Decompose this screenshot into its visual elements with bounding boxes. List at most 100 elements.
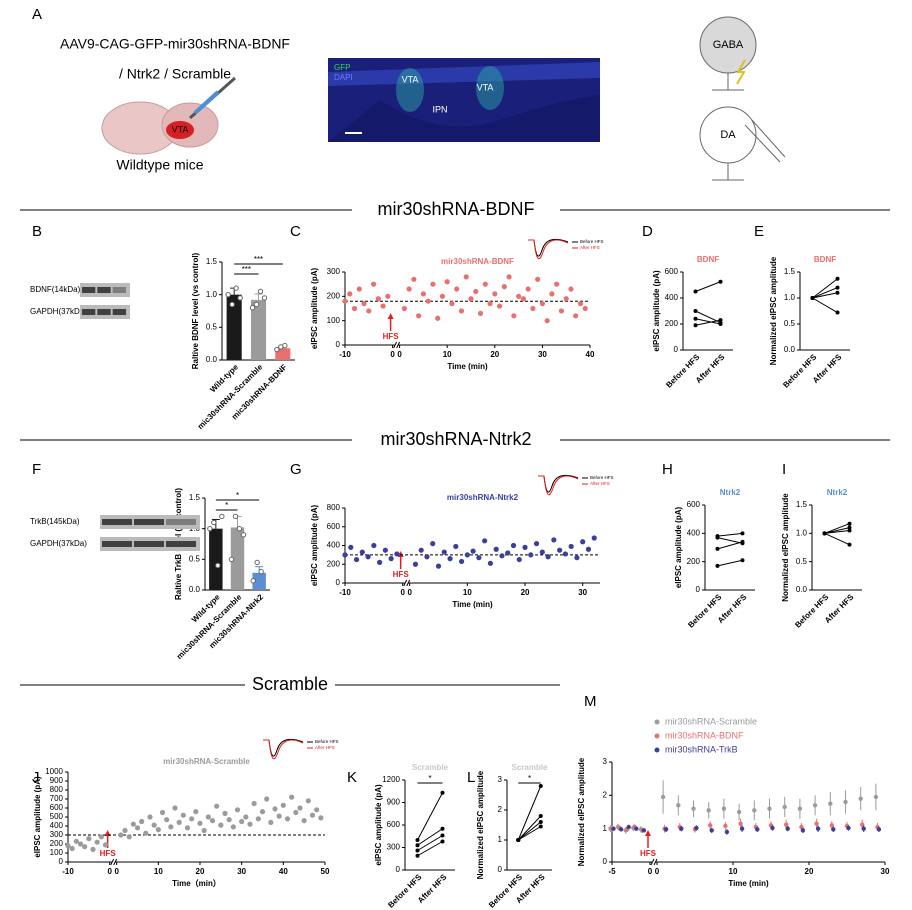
data-point xyxy=(691,806,696,811)
image-label: DAPI xyxy=(334,73,353,82)
data-point xyxy=(380,303,386,309)
data-point xyxy=(782,804,787,810)
y-tick-label: 600 xyxy=(50,803,64,812)
data-point xyxy=(289,794,295,800)
data-point xyxy=(554,281,560,287)
y-tick-label: 600 xyxy=(387,820,401,829)
data-point xyxy=(356,286,362,292)
data-point xyxy=(430,281,436,287)
data-point xyxy=(568,286,574,292)
data-point xyxy=(441,549,447,555)
data-point xyxy=(770,825,775,831)
data-point xyxy=(86,836,92,842)
data-point xyxy=(563,296,569,302)
data-point xyxy=(444,279,450,285)
panel-label: K xyxy=(347,769,357,786)
data-point xyxy=(708,823,713,828)
pair-line xyxy=(717,532,743,537)
data-point xyxy=(297,805,303,811)
blot-label: GAPDH(37kDa) xyxy=(30,307,87,316)
data-point xyxy=(214,803,220,809)
data-point xyxy=(715,563,720,568)
data-point xyxy=(740,539,745,544)
significance-label: * xyxy=(225,501,228,510)
data-point xyxy=(539,549,545,555)
data-point xyxy=(473,288,479,295)
data-point xyxy=(226,817,232,823)
y-tick-label: 100 xyxy=(327,316,341,325)
y-tick-label: 1200 xyxy=(382,775,400,784)
data-point xyxy=(574,555,580,561)
data-point xyxy=(230,824,236,830)
data-point xyxy=(591,535,597,541)
data-point xyxy=(366,308,372,314)
pair-line xyxy=(812,287,838,299)
x-tick-label: -5 xyxy=(608,867,616,876)
data-point xyxy=(538,784,543,788)
data-point xyxy=(464,552,470,558)
data-point xyxy=(342,552,348,558)
data-point xyxy=(785,826,790,831)
y-tick-label: 0.5 xyxy=(189,554,201,563)
y-tick-label: 1.5 xyxy=(796,500,808,509)
data-point xyxy=(412,561,419,567)
hfs-label: HFS xyxy=(100,849,117,858)
data-point xyxy=(284,816,291,822)
hfs-label: HFS xyxy=(640,849,657,858)
data-point xyxy=(522,544,528,550)
data-point xyxy=(516,838,521,842)
data-point xyxy=(449,301,455,307)
mice-label: Wildtype mice xyxy=(116,157,203,173)
y-tick-label: 900 xyxy=(387,798,401,807)
pair-line xyxy=(824,532,850,546)
data-point xyxy=(264,796,270,802)
pair-line xyxy=(717,537,743,544)
y-axis-title: eIPSC amplitude (pA) xyxy=(310,504,319,586)
legend-marker xyxy=(654,733,660,739)
data-point xyxy=(420,291,426,297)
data-point xyxy=(693,323,698,328)
data-point xyxy=(365,554,371,560)
data-point xyxy=(487,301,493,307)
chart-title: Ntrk2 xyxy=(827,488,848,497)
y-tick-label: 2 xyxy=(498,805,503,814)
chart-title: BDNF xyxy=(697,255,719,264)
data-point xyxy=(98,834,104,840)
data-point xyxy=(835,290,840,295)
pair-line xyxy=(517,821,542,841)
y-tick-label: 1.0 xyxy=(796,528,808,537)
data-point xyxy=(477,310,484,316)
data-point xyxy=(847,521,852,526)
data-point xyxy=(740,531,745,536)
bar xyxy=(230,527,245,590)
data-point xyxy=(538,814,543,818)
data-point xyxy=(551,537,557,543)
data-point xyxy=(876,827,882,832)
legend-marker xyxy=(654,747,660,753)
pair-line xyxy=(812,278,838,299)
x-tick-label: 20 xyxy=(521,588,530,597)
data-point xyxy=(660,794,666,800)
region-label: VTA xyxy=(172,124,189,134)
data-point xyxy=(234,807,241,813)
data-point xyxy=(847,528,852,533)
data-point xyxy=(416,313,422,319)
data-point xyxy=(228,556,235,563)
x-axis-title: Time (min) xyxy=(728,879,769,888)
data-point xyxy=(272,806,278,812)
section-title: mir30shRNA-Ntrk2 xyxy=(380,429,531,449)
data-point xyxy=(94,839,100,845)
data-point xyxy=(482,281,488,287)
panel-label: D xyxy=(642,223,653,240)
y-tick-label: 0.0 xyxy=(784,345,796,354)
data-point xyxy=(385,293,391,299)
blot-label: GAPDH(37kDa) xyxy=(30,539,87,548)
y-tick-label: 3 xyxy=(603,757,608,766)
pair-line xyxy=(417,792,443,841)
data-point xyxy=(440,833,445,838)
data-point xyxy=(258,568,264,575)
pair-line xyxy=(824,523,850,534)
significance-label: * xyxy=(528,774,531,783)
data-point xyxy=(618,827,624,832)
data-point xyxy=(371,542,377,549)
